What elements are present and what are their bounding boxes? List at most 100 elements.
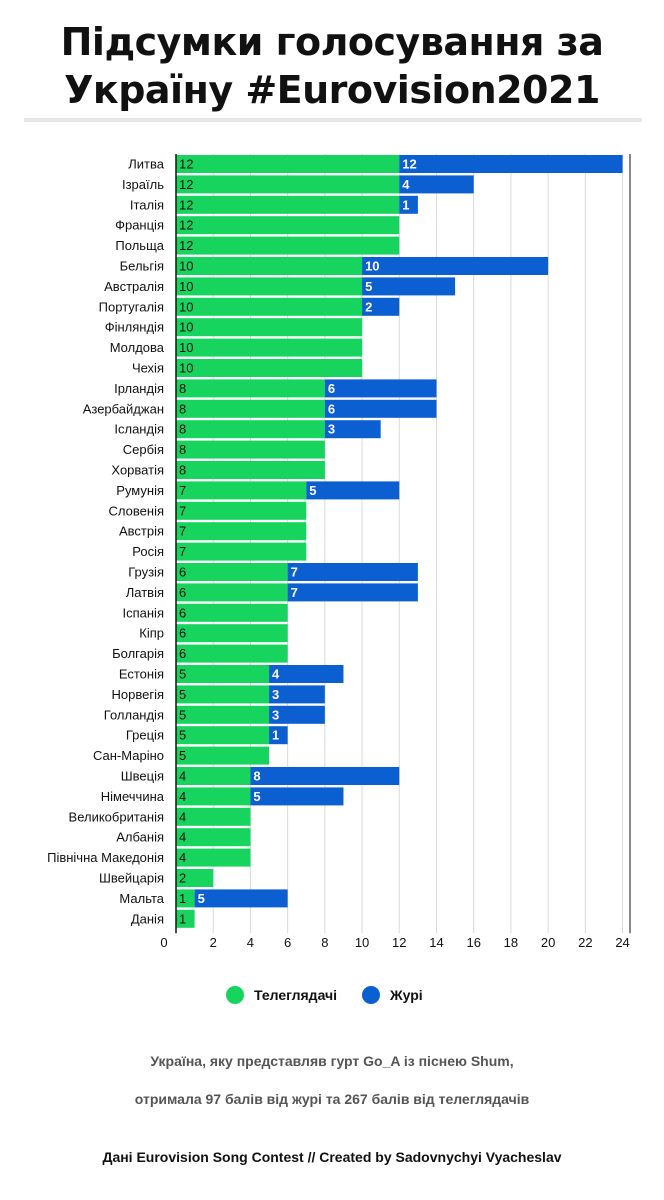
category-label: Румунія <box>116 483 164 498</box>
category-label: Мальта <box>119 891 164 906</box>
legend-item-jury: Журі <box>362 986 423 1004</box>
bar-label-televote: 6 <box>179 585 186 600</box>
bar-jury <box>250 767 400 785</box>
legend-label-televote: Телеглядачі <box>254 987 338 1003</box>
bar-televote <box>176 665 270 683</box>
bar-label-jury: 10 <box>365 259 379 274</box>
bar-jury <box>324 379 437 398</box>
bar-label-jury: 2 <box>365 299 372 314</box>
bar-jury <box>269 705 325 724</box>
bar-televote <box>176 440 325 459</box>
bar-televote <box>176 563 288 581</box>
bar-label-televote: 8 <box>179 463 186 478</box>
category-label: Данія <box>131 911 164 926</box>
bar-label-televote: 12 <box>179 177 193 192</box>
bar-televote <box>176 297 363 316</box>
category-label: Ісландія <box>114 422 164 437</box>
bar-label-jury: 3 <box>328 422 335 437</box>
bar-label-televote: 5 <box>179 748 186 763</box>
bar-label-televote: 7 <box>179 483 186 498</box>
bar-televote <box>176 726 270 745</box>
bar-label-televote: 5 <box>179 707 186 722</box>
bar-label-televote: 12 <box>179 238 193 253</box>
bar-televote <box>176 359 363 377</box>
bar-jury <box>324 420 381 439</box>
category-label: Австрія <box>119 524 164 539</box>
bar-televote <box>176 379 325 398</box>
category-label: Молдова <box>110 340 165 355</box>
bar-jury <box>399 175 474 194</box>
bar-televote <box>176 807 251 826</box>
bar-label-televote: 1 <box>179 891 186 906</box>
x-tick-label: 14 <box>429 935 443 950</box>
bar-label-jury: 4 <box>402 177 410 192</box>
bar-label-televote: 4 <box>179 809 186 824</box>
bar-label-televote: 10 <box>179 340 193 355</box>
bar-label-televote: 12 <box>179 197 193 212</box>
bar-televote <box>176 746 270 765</box>
bar-jury <box>306 481 400 500</box>
chart-title: Підсумки голосування за Україну #Eurovis… <box>0 18 664 114</box>
credit: Дані Eurovision Song Contest // Created … <box>102 1149 562 1165</box>
title-line-1: Підсумки голосування за <box>60 20 604 64</box>
category-label: Болгарія <box>112 646 164 661</box>
bar-label-televote: 6 <box>179 605 186 620</box>
bar-label-jury: 6 <box>328 401 335 416</box>
note-line-1: Україна, яку представляв гурт Go_A із пі… <box>150 1053 514 1069</box>
category-label: Великобританія <box>69 809 164 824</box>
bar-label-televote: 10 <box>179 299 193 314</box>
legend-swatch-jury <box>362 986 380 1004</box>
bar-label-televote: 4 <box>179 830 186 845</box>
category-label: Естонія <box>119 667 164 682</box>
bar-label-televote: 12 <box>179 218 193 233</box>
category-label: Албанія <box>116 830 164 845</box>
bar-televote <box>176 644 288 663</box>
category-label: Грузія <box>128 565 164 580</box>
bar-jury <box>194 889 288 908</box>
bar-televote <box>176 787 251 806</box>
bar-televote <box>176 461 325 479</box>
bar-televote <box>176 909 195 928</box>
category-label: Азербайджан <box>83 401 164 416</box>
bar-label-jury: 7 <box>291 565 298 580</box>
category-label: Росія <box>132 544 164 559</box>
bar-label-jury: 5 <box>365 279 372 294</box>
bar-televote <box>176 705 270 724</box>
bar-jury <box>362 297 400 316</box>
bar-televote <box>176 420 325 439</box>
x-tick-label: 16 <box>466 935 480 950</box>
category-label: Литва <box>128 157 165 172</box>
bar-televote <box>176 257 363 275</box>
bar-label-televote: 7 <box>179 503 186 518</box>
bar-label-televote: 6 <box>179 565 186 580</box>
bar-televote <box>176 603 288 622</box>
x-tick-label: 4 <box>247 935 254 950</box>
bar-televote <box>176 848 251 867</box>
bar-label-jury: 1 <box>402 197 409 212</box>
category-label: Польща <box>115 238 164 253</box>
category-label: Ірландія <box>114 381 164 396</box>
category-label: Голландія <box>104 707 164 722</box>
bar-televote <box>176 828 251 847</box>
category-label: Греція <box>126 728 164 743</box>
bar-jury <box>269 685 325 704</box>
category-label: Іспанія <box>123 605 165 620</box>
bar-label-televote: 2 <box>179 871 186 886</box>
x-tick-label: 22 <box>578 935 592 950</box>
category-label: Сербія <box>123 442 164 457</box>
bar-label-televote: 4 <box>179 789 186 804</box>
bar-televote <box>176 501 307 520</box>
note-line-2: отримала 97 балів від журі та 267 балів … <box>134 1091 530 1107</box>
bar-televote <box>176 175 400 194</box>
x-tick-label: 20 <box>541 935 555 950</box>
legend-label-jury: Журі <box>390 987 423 1003</box>
bar-label-jury: 7 <box>291 585 298 600</box>
category-label: Кіпр <box>139 626 164 641</box>
bar-label-jury: 3 <box>272 687 279 702</box>
x-tick-label: 18 <box>504 935 518 950</box>
category-label: Італія <box>130 197 164 212</box>
x-tick-label: 8 <box>321 935 328 950</box>
bar-label-televote: 4 <box>179 769 186 784</box>
bar-televote <box>176 869 214 887</box>
